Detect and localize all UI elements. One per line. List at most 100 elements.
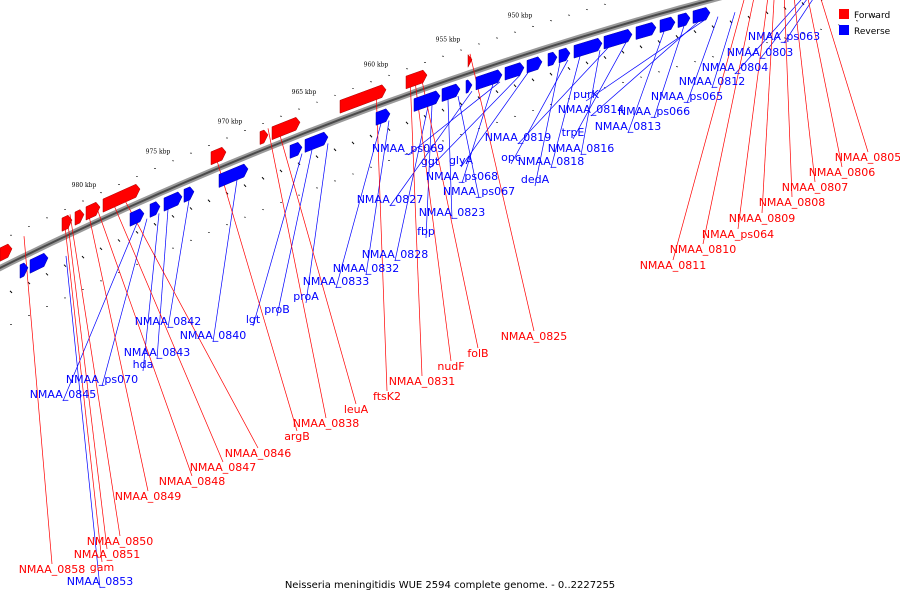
forward-gene-label: NMAA_0851 <box>74 548 141 561</box>
forward-gene-arrow <box>271 117 301 141</box>
leader-lines <box>23 0 869 589</box>
forward-leader-line <box>375 86 388 392</box>
forward-gene-label: NMAA_0806 <box>809 166 876 179</box>
reverse-leader-line <box>429 74 521 169</box>
reverse-gene-arrow <box>149 201 161 218</box>
kbp-dash <box>261 176 265 180</box>
forward-leader-line <box>413 73 452 362</box>
forward-leader-line <box>702 0 754 245</box>
kbp-dash <box>657 40 661 44</box>
reverse-leader-line <box>305 143 329 304</box>
reverse-gene-label: NMAA_ps063 <box>748 30 820 43</box>
reverse-leader-line <box>407 81 501 156</box>
reverse-leader-line <box>101 218 148 387</box>
kbp-label: 965 kbp <box>292 89 317 96</box>
reverse-gene-label: NMAA_0816 <box>548 142 615 155</box>
forward-leader-line <box>807 0 843 168</box>
kbp-dash <box>675 35 679 39</box>
forward-gene-arrow <box>405 69 428 90</box>
reverse-gene-arrow <box>289 142 303 159</box>
forward-leader-line <box>276 124 357 405</box>
kbp-dash <box>855 20 859 22</box>
reverse-gene-arrow <box>304 131 329 153</box>
kbp-dash <box>369 134 373 138</box>
kbp-dash <box>63 264 67 268</box>
forward-gene-arrow <box>259 129 269 145</box>
reverse-leader-line <box>627 31 665 134</box>
reverse-gene-arrow <box>129 208 145 227</box>
reverse-gene-label: NMAA_0827 <box>357 193 424 206</box>
kbp-dash <box>27 281 31 285</box>
reverse-leader-line <box>335 123 382 289</box>
legend-reverse-label: Reverse <box>854 27 891 37</box>
reverse-gene-label: purK <box>573 88 599 101</box>
reverse-gene-label: trpE <box>562 126 585 139</box>
reverse-gene-label: NMAA_ps065 <box>651 90 723 103</box>
forward-gene-label: NMAA_0809 <box>729 212 796 225</box>
reverse-leader-line <box>394 106 429 262</box>
legend: Forward Reverse <box>839 9 891 37</box>
reverse-gene-label: NMAA_0812 <box>679 75 746 88</box>
forward-leader-line <box>737 0 768 230</box>
reverse-gene-arrow <box>526 56 543 74</box>
reverse-gene-arrow <box>163 191 183 212</box>
reverse-gene-arrow <box>573 37 603 59</box>
kbp-dash <box>801 33 805 35</box>
forward-leader-line <box>109 195 224 463</box>
reverse-gene-label: NMAA_0813 <box>595 120 662 133</box>
forward-leader-line <box>23 236 53 565</box>
kbp-dash <box>603 55 607 59</box>
reverse-gene-label: NMAA_0819 <box>485 131 552 144</box>
reverse-gene-label: proB <box>264 303 290 316</box>
reverse-gene-arrow <box>29 252 49 274</box>
reverse-gene-arrow <box>465 79 473 94</box>
forward-gene-arrow <box>210 146 227 166</box>
reverse-gene-label: lgt <box>246 313 261 326</box>
kbp-dash <box>351 141 355 145</box>
kbp-label: 955 kbp <box>436 36 461 43</box>
reverse-leader-line <box>447 99 453 220</box>
reverse-gene-label: NMAA_0818 <box>518 155 585 168</box>
kbp-dash <box>477 96 481 100</box>
forward-gene-label: NMAA_ps064 <box>702 228 774 241</box>
reverse-gene-label: NMAA_ps066 <box>618 105 690 118</box>
reverse-leader-line <box>425 105 433 239</box>
reverse-leader-line <box>156 209 169 360</box>
forward-gene-arrow <box>74 209 85 226</box>
kbp-label: 970 kbp <box>218 118 243 125</box>
kbp-label: 960 kbp <box>364 62 389 69</box>
kbp-dash <box>81 255 85 259</box>
forward-leader-line <box>66 215 108 550</box>
reverse-gene-arrow <box>413 90 441 112</box>
forward-leader-line <box>469 53 535 332</box>
reverse-gene-label: NMAA_0823 <box>419 206 486 219</box>
kbp-label: 980 kbp <box>72 182 97 189</box>
reverse-gene-arrow <box>677 12 691 28</box>
kbp-dash <box>279 169 283 173</box>
reverse-leader-line <box>734 0 802 75</box>
kbp-dash <box>117 239 121 242</box>
reverse-gene-arrow <box>504 62 525 81</box>
forward-gene-label: NMAA_0838 <box>293 417 360 430</box>
forward-leader-line <box>784 0 793 198</box>
kbp-dash <box>333 148 337 152</box>
forward-gene-label: NMAA_0847 <box>190 461 257 474</box>
reverse-gene-label: hda <box>133 358 154 371</box>
forward-leader-line <box>213 150 298 432</box>
forward-gene-arrow <box>85 201 101 221</box>
reverse-gene-arrow <box>558 47 571 64</box>
forward-gene-arrow <box>61 214 73 232</box>
reverse-gene-arrow <box>475 69 503 91</box>
forward-gene-label: NMAA_0858 <box>19 563 86 576</box>
forward-gene-label: NMAA_0846 <box>225 447 292 460</box>
forward-gene-label: leuA <box>344 403 369 416</box>
kbp-dash <box>153 222 157 226</box>
reverse-leader-line <box>653 25 685 119</box>
reverse-gene-label: fbp <box>417 225 435 238</box>
kbp-dash <box>441 108 445 112</box>
reverse-gene-label: NMAA_ps068 <box>426 170 498 183</box>
kbp-dash <box>207 199 211 203</box>
reverse-gene-label: ggt <box>421 155 440 168</box>
reverse-leader-line <box>389 91 473 207</box>
